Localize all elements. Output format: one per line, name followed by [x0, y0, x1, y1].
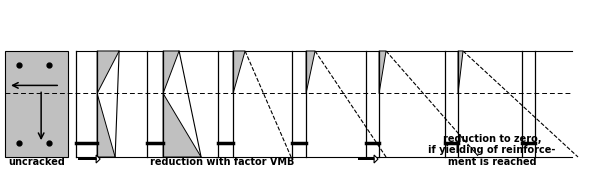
Polygon shape	[97, 93, 115, 157]
Text: reduction with factor VMB: reduction with factor VMB	[150, 157, 294, 167]
Polygon shape	[163, 51, 179, 93]
Polygon shape	[358, 155, 378, 163]
Polygon shape	[97, 51, 119, 93]
Polygon shape	[306, 51, 315, 93]
Text: reduction to zero,
if yielding of reinforce-
ment is reached: reduction to zero, if yielding of reinfo…	[428, 134, 556, 167]
Polygon shape	[379, 51, 386, 93]
Text: uncracked: uncracked	[8, 157, 65, 167]
Bar	[5, 51, 68, 157]
Polygon shape	[78, 155, 100, 163]
Polygon shape	[233, 51, 245, 93]
Polygon shape	[458, 51, 463, 93]
Polygon shape	[163, 93, 201, 157]
